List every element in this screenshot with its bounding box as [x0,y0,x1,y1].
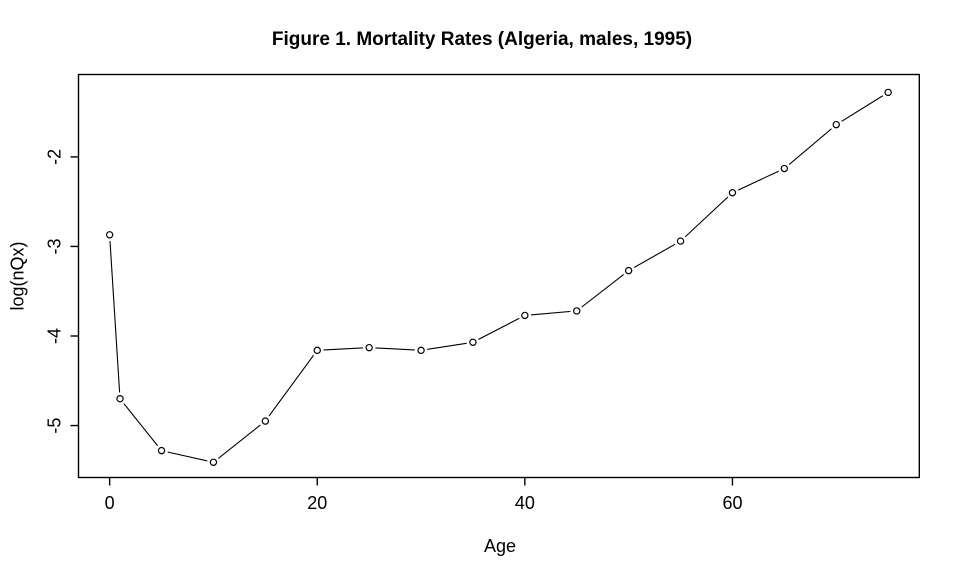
chart-title: Figure 1. Mortality Rates (Algeria, male… [272,29,692,50]
data-point [313,346,321,355]
data-point [832,120,840,129]
y-tick-label: -5 [45,418,65,434]
data-point [105,231,114,239]
x-tick-label: 0 [105,493,115,513]
y-tick-label: -3 [45,238,65,254]
data-point [676,237,685,245]
x-axis-ticks: 0 20 40 60 [105,477,742,513]
y-tick-label: -2 [45,149,65,165]
x-axis-label: Age [484,536,516,556]
y-axis-ticks: -2 -3 -4 -5 [45,149,79,434]
plot-area-border [77,73,920,479]
x-tick-label: 20 [307,493,327,513]
x-tick-label: 40 [515,493,535,513]
data-point [157,446,166,455]
data-point [209,458,218,466]
data-point [469,338,477,346]
x-tick-label: 60 [722,493,742,513]
data-point [884,88,892,97]
y-tick-label: -4 [45,328,65,344]
data-point [417,346,425,355]
data-series [103,86,895,469]
data-point [116,394,124,403]
data-point [780,164,789,173]
data-point [624,266,633,275]
series-line [109,91,889,463]
y-axis-label: log(nQx) [8,241,28,310]
data-point [728,189,737,197]
data-point [365,343,373,352]
data-point [573,307,581,315]
data-point [521,311,529,320]
data-point [261,417,270,425]
